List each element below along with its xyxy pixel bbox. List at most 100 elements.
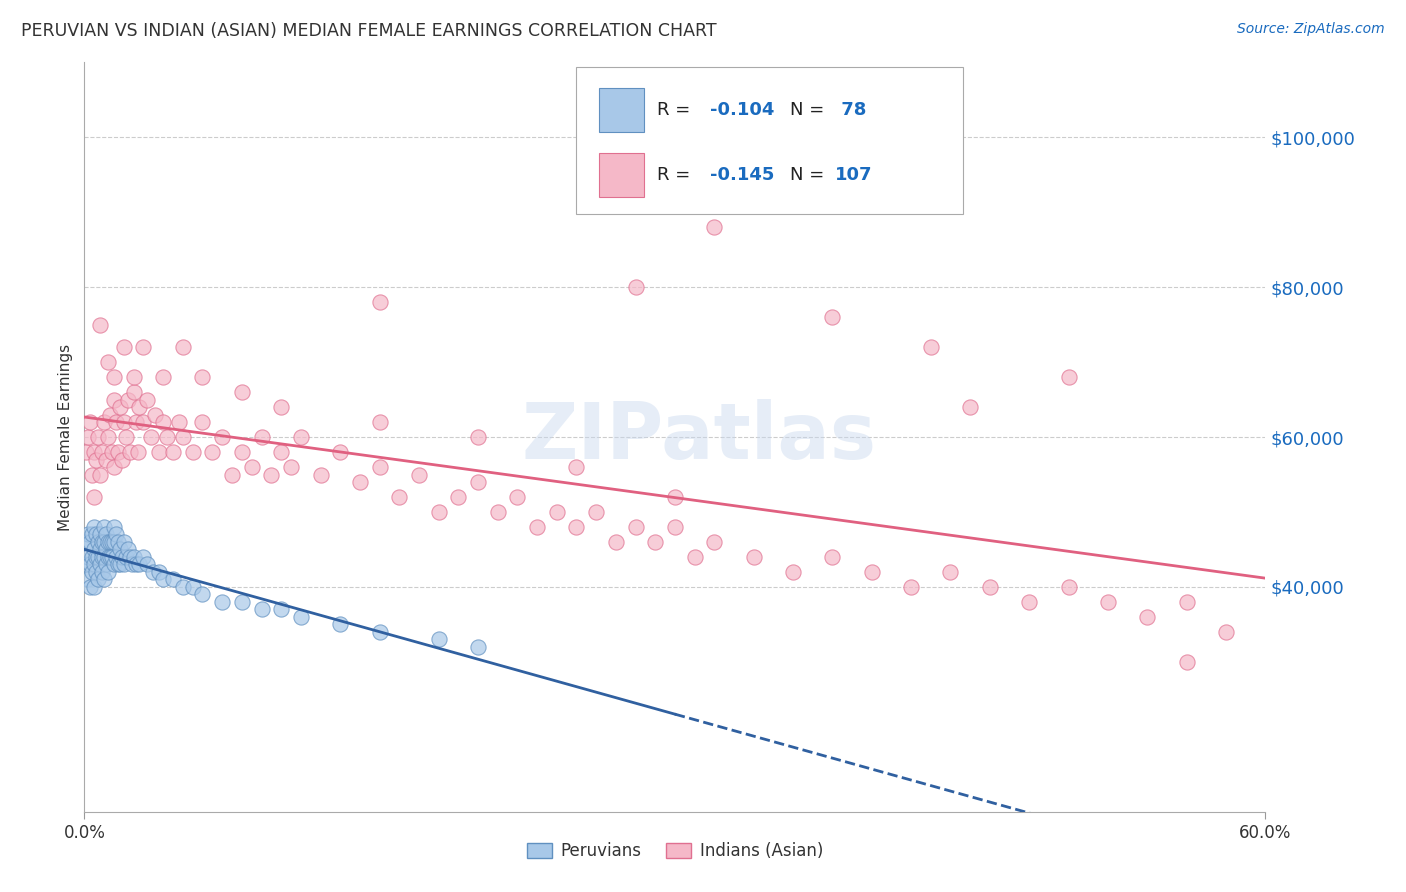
Point <box>112 558 135 572</box>
Point <box>181 445 204 459</box>
Point <box>1057 580 1080 594</box>
Point <box>388 490 411 504</box>
Point <box>270 602 292 616</box>
Point <box>939 565 962 579</box>
Point <box>526 520 548 534</box>
Point <box>101 445 124 459</box>
Point <box>231 445 253 459</box>
Point <box>101 535 124 549</box>
Point <box>103 370 125 384</box>
Point <box>97 549 120 564</box>
Point <box>83 580 105 594</box>
Point <box>77 549 100 564</box>
Text: 78: 78 <box>835 101 866 119</box>
Point <box>97 430 120 444</box>
Point <box>104 415 127 429</box>
Y-axis label: Median Female Earnings: Median Female Earnings <box>58 343 73 531</box>
Point <box>231 385 253 400</box>
Point <box>979 580 1001 594</box>
Point <box>101 549 124 564</box>
Point <box>87 430 110 444</box>
Point <box>447 490 470 504</box>
Point <box>91 445 114 459</box>
Point <box>624 280 647 294</box>
Point <box>114 549 136 564</box>
Point <box>111 549 134 564</box>
Point <box>82 527 104 541</box>
Point <box>83 542 105 557</box>
Point <box>162 573 184 587</box>
Point <box>118 445 141 459</box>
Point <box>152 573 174 587</box>
Point <box>644 535 666 549</box>
Point <box>860 565 883 579</box>
Point <box>98 549 121 564</box>
Point <box>427 505 450 519</box>
Point <box>240 460 263 475</box>
Point <box>122 370 145 384</box>
Point <box>141 430 163 444</box>
Point <box>91 565 114 579</box>
Point <box>172 340 194 354</box>
Point <box>84 527 107 541</box>
Point <box>270 445 292 459</box>
Point <box>89 527 111 541</box>
Point <box>79 415 101 429</box>
Point <box>467 475 489 489</box>
Point <box>84 565 107 579</box>
Point <box>565 460 588 475</box>
Point <box>75 558 97 572</box>
Point <box>1136 610 1159 624</box>
Point <box>280 460 302 475</box>
Point <box>77 573 100 587</box>
Point <box>98 535 121 549</box>
Point <box>108 400 131 414</box>
Point <box>664 520 686 534</box>
Text: R =: R = <box>657 101 696 119</box>
Point <box>118 549 141 564</box>
Point <box>82 565 104 579</box>
Point <box>270 400 292 414</box>
Point <box>87 535 110 549</box>
Point <box>82 467 104 482</box>
Point <box>128 558 150 572</box>
Point <box>77 527 100 541</box>
Point <box>624 520 647 534</box>
Point <box>104 549 127 564</box>
Point <box>408 467 430 482</box>
Point <box>107 535 129 549</box>
Point <box>103 535 125 549</box>
Point <box>142 565 165 579</box>
Point <box>152 415 174 429</box>
Point <box>546 505 568 519</box>
Point <box>172 430 194 444</box>
Point <box>83 490 105 504</box>
Point <box>565 520 588 534</box>
Point <box>250 430 273 444</box>
Point <box>117 542 139 557</box>
Point <box>89 558 111 572</box>
Point <box>112 415 135 429</box>
Point <box>329 445 352 459</box>
Point <box>821 310 844 325</box>
Point <box>103 460 125 475</box>
Point <box>84 549 107 564</box>
Point <box>1097 595 1119 609</box>
Point <box>132 415 155 429</box>
Text: PERUVIAN VS INDIAN (ASIAN) MEDIAN FEMALE EARNINGS CORRELATION CHART: PERUVIAN VS INDIAN (ASIAN) MEDIAN FEMALE… <box>21 22 717 40</box>
Text: Source: ZipAtlas.com: Source: ZipAtlas.com <box>1237 22 1385 37</box>
Point <box>97 565 120 579</box>
Point <box>585 505 607 519</box>
Point <box>703 220 725 235</box>
Point <box>103 392 125 407</box>
Point <box>79 535 101 549</box>
Point <box>98 408 121 422</box>
Point <box>309 467 332 482</box>
Point <box>959 400 981 414</box>
Point <box>128 400 150 414</box>
Point <box>703 535 725 549</box>
Point <box>75 535 97 549</box>
Point <box>148 445 170 459</box>
Point <box>112 340 135 354</box>
Point <box>132 340 155 354</box>
